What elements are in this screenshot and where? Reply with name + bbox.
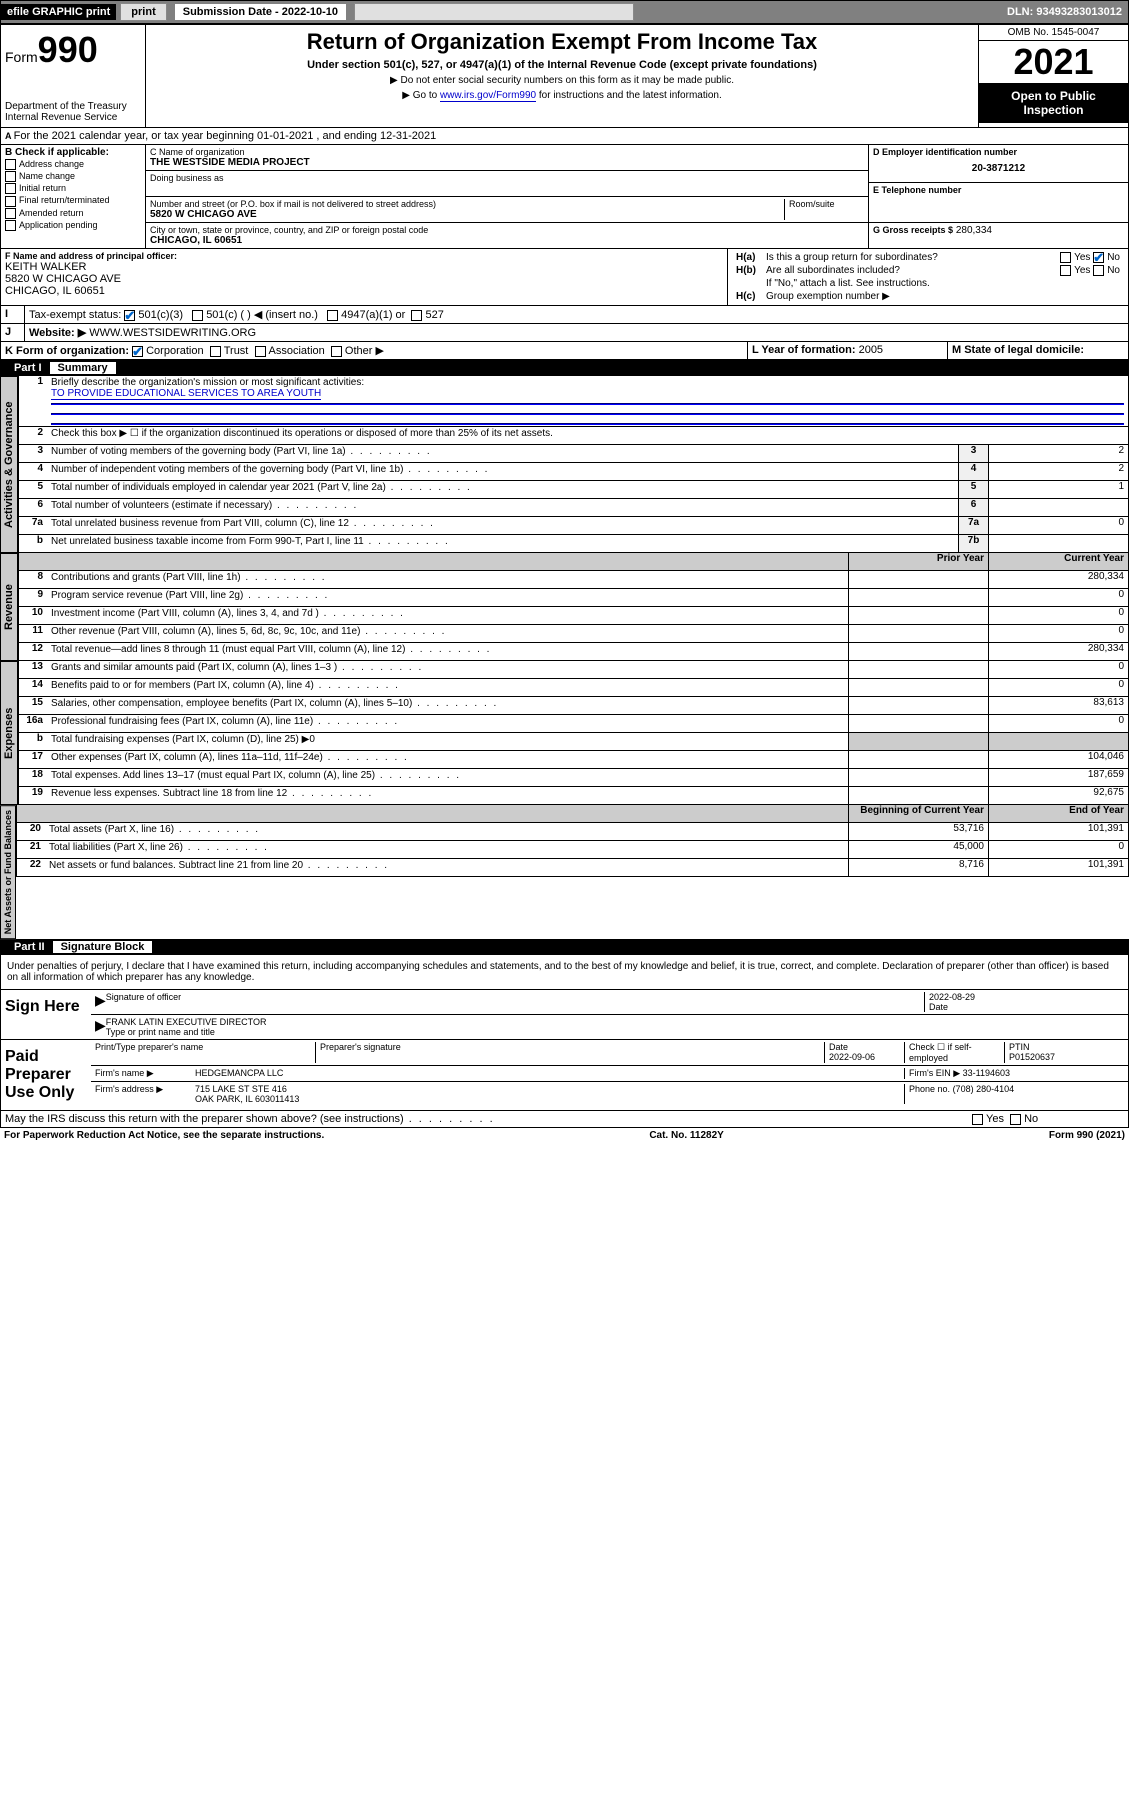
cb-501c[interactable] [192,310,203,321]
line-7a: 7aTotal unrelated business revenue from … [18,517,1129,535]
form-title: Return of Organization Exempt From Incom… [150,29,974,55]
blank-button[interactable] [354,3,634,21]
cb-discuss-yes[interactable] [972,1114,983,1125]
line-13: 13Grants and similar amounts paid (Part … [18,661,1129,679]
tax-exempt-row: I Tax-exempt status: 501(c)(3) 501(c) ( … [0,306,1129,324]
cb-hb-no[interactable] [1093,265,1104,276]
cb-initial-return[interactable] [5,183,16,194]
firm-name: HEDGEMANCPA LLC [195,1068,904,1079]
cb-other[interactable] [331,346,342,357]
cb-amended[interactable] [5,208,16,219]
tab-governance: Activities & Governance [0,376,18,553]
cb-app-pending[interactable] [5,220,16,231]
cb-discuss-no[interactable] [1010,1114,1021,1125]
part-i-header: Part ISummary [0,360,1129,376]
sign-here-block: Sign Here ▶Signature of officer2022-08-2… [0,990,1129,1040]
officer-name: KEITH WALKER [5,261,723,273]
part-ii-header: Part IISignature Block [0,939,1129,955]
form-subtitle: Under section 501(c), 527, or 4947(a)(1)… [150,59,974,71]
line-6: 6Total number of volunteers (estimate if… [18,499,1129,517]
line-12: 12Total revenue—add lines 8 through 11 (… [18,643,1129,661]
cb-hb-yes[interactable] [1060,265,1071,276]
topbar: efile GRAPHIC print print Submission Dat… [0,0,1129,24]
line-22: 22Net assets or fund balances. Subtract … [16,859,1129,877]
efile-label: efile GRAPHIC print [1,4,116,20]
line-20: 20Total assets (Part X, line 16)53,71610… [16,823,1129,841]
box-b: B Check if applicable: Address change Na… [1,145,146,248]
line-8: 8Contributions and grants (Part VIII, li… [18,571,1129,589]
open-inspection: Open to Public Inspection [979,83,1128,123]
cb-527[interactable] [411,310,422,321]
line-16a: 16aProfessional fundraising fees (Part I… [18,715,1129,733]
tab-expenses: Expenses [0,661,18,805]
cb-address-change[interactable] [5,159,16,170]
org-city: CHICAGO, IL 60651 [150,235,864,246]
cb-assoc[interactable] [255,346,266,357]
footer: For Paperwork Reduction Act Notice, see … [0,1128,1129,1143]
cb-4947[interactable] [327,310,338,321]
year-formation: 2005 [859,344,883,356]
line-11: 11Other revenue (Part VIII, column (A), … [18,625,1129,643]
line-19: 19Revenue less expenses. Subtract line 1… [18,787,1129,805]
cb-501c3[interactable] [124,310,135,321]
declaration: Under penalties of perjury, I declare th… [0,955,1129,990]
klm-row: K Form of organization: Corporation Trus… [0,342,1129,360]
cb-ha-no[interactable] [1093,252,1104,263]
cb-ha-yes[interactable] [1060,252,1071,263]
tax-year: 2021 [979,41,1128,83]
officer-signed: FRANK LATIN EXECUTIVE DIRECTOR [106,1017,267,1027]
line-18: 18Total expenses. Add lines 13–17 (must … [18,769,1129,787]
fh-block: F Name and address of principal officer:… [0,249,1129,306]
line-4: 4Number of independent voting members of… [18,463,1129,481]
cb-corp[interactable] [132,346,143,357]
period-row: A For the 2021 calendar year, or tax yea… [0,128,1129,145]
ein: 20-3871212 [873,157,1124,180]
line-9: 9Program service revenue (Part VIII, lin… [18,589,1129,607]
submission-date: Submission Date - 2022-10-10 [175,4,346,20]
print-button[interactable]: print [120,3,166,21]
line-b: bNet unrelated business taxable income f… [18,535,1129,553]
sign-date: 2022-08-29 [929,992,975,1002]
box-c: C Name of organizationTHE WESTSIDE MEDIA… [146,145,868,248]
cb-final-return[interactable] [5,196,16,207]
cb-name-change[interactable] [5,171,16,182]
form-number: Form990 [5,29,141,71]
tab-net-assets: Net Assets or Fund Balances [0,805,16,939]
department: Department of the Treasury Internal Reve… [5,101,141,123]
line-3: 3Number of voting members of the governi… [18,445,1129,463]
org-name: THE WESTSIDE MEDIA PROJECT [150,157,864,168]
irs-link[interactable]: www.irs.gov/Form990 [440,90,536,102]
firm-phone: (708) 280-4104 [953,1084,1015,1094]
firm-ein: 33-1194603 [963,1068,1010,1078]
omb-number: OMB No. 1545-0047 [979,25,1128,41]
website: WWW.WESTSIDEWRITING.ORG [89,327,256,339]
line-17: 17Other expenses (Part IX, column (A), l… [18,751,1129,769]
info-block: B Check if applicable: Address change Na… [0,145,1129,249]
dln-label: DLN: 93493283013012 [1007,6,1128,18]
prep-date: 2022-09-06 [829,1052,875,1062]
line-10: 10Investment income (Part VIII, column (… [18,607,1129,625]
cb-trust[interactable] [210,346,221,357]
firm-addr: 715 LAKE ST STE 416 [195,1084,287,1094]
note-link: ▶ Go to www.irs.gov/Form990 for instruct… [150,90,974,101]
org-address: 5820 W CHICAGO AVE [150,209,784,220]
form-header: Form990 Department of the Treasury Inter… [0,24,1129,128]
discuss-row: May the IRS discuss this return with the… [0,1111,1129,1128]
ptin: P01520637 [1009,1052,1055,1062]
tax-period: For the 2021 calendar year, or tax year … [14,130,437,142]
line-b: bTotal fundraising expenses (Part IX, co… [18,733,1129,751]
mission: TO PROVIDE EDUCATIONAL SERVICES TO AREA … [51,388,321,400]
tab-revenue: Revenue [0,553,18,661]
paid-preparer-block: Paid Preparer Use Only Print/Type prepar… [0,1040,1129,1111]
line-5: 5Total number of individuals employed in… [18,481,1129,499]
line-21: 21Total liabilities (Part X, line 26)45,… [16,841,1129,859]
line-14: 14Benefits paid to or for members (Part … [18,679,1129,697]
note-ssn: ▶ Do not enter social security numbers o… [150,75,974,86]
cat-no: Cat. No. 11282Y [649,1130,723,1141]
line-15: 15Salaries, other compensation, employee… [18,697,1129,715]
website-row: J Website: ▶ WWW.WESTSIDEWRITING.ORG [0,324,1129,342]
gross-receipts: 280,334 [956,225,992,236]
